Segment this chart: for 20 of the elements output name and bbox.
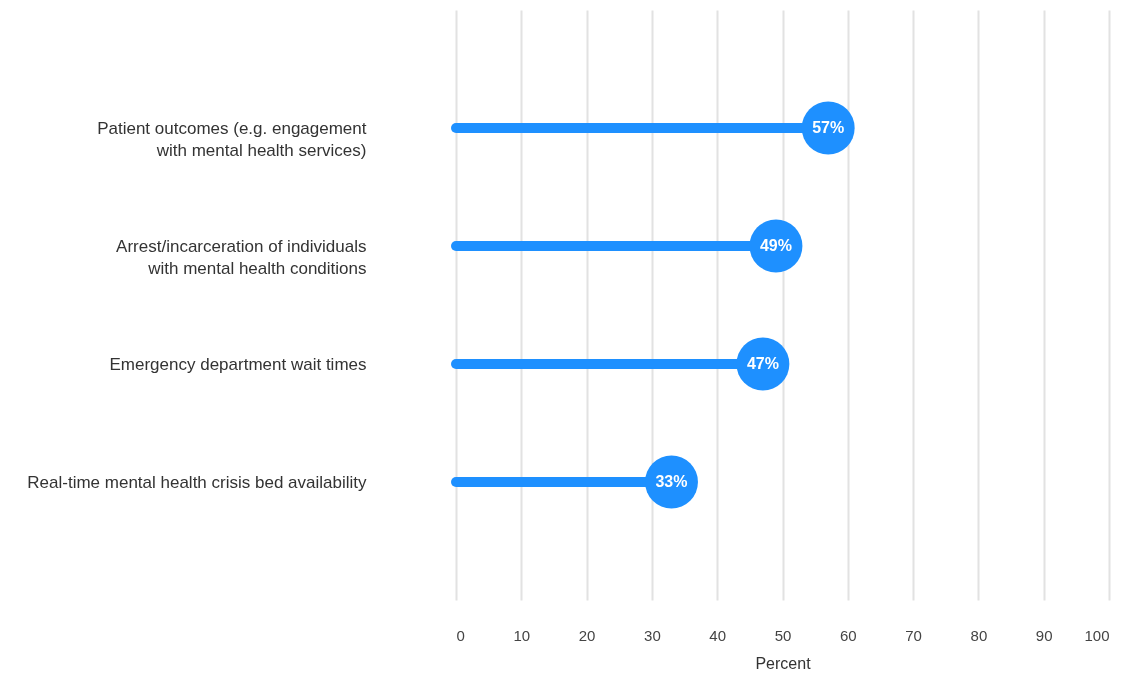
y-tick-label: Emergency department wait times <box>109 354 367 374</box>
data-label: 47% <box>746 355 779 372</box>
data-label: 33% <box>655 473 688 490</box>
y-tick-label: Patient outcomes (e.g. engagement with mental health services) <box>97 118 367 160</box>
x-tick-label: 30 <box>644 626 661 644</box>
x-tick-label: 50 <box>774 626 792 644</box>
y-tick-label: Arrest/incarceration of individuals with mental health conditions <box>116 236 367 278</box>
x-tick-label: 10 <box>513 626 531 644</box>
x-tick-label: 100 <box>1084 626 1110 644</box>
x-tick-label: 0 <box>456 626 465 644</box>
x-axis-title: Percent <box>755 654 812 672</box>
x-tick-label: 70 <box>905 626 922 644</box>
x-tick-label: 80 <box>970 626 988 644</box>
data-label: 57% <box>812 119 845 136</box>
y-tick-label: Real-time mental health crisis bed availability <box>27 472 367 492</box>
x-tick-label: 40 <box>709 626 727 644</box>
x-tick-label: 60 <box>839 626 857 644</box>
x-tick-label: 20 <box>578 626 596 644</box>
x-tick-label: 90 <box>1035 626 1053 644</box>
data-label: 49% <box>759 237 792 254</box>
